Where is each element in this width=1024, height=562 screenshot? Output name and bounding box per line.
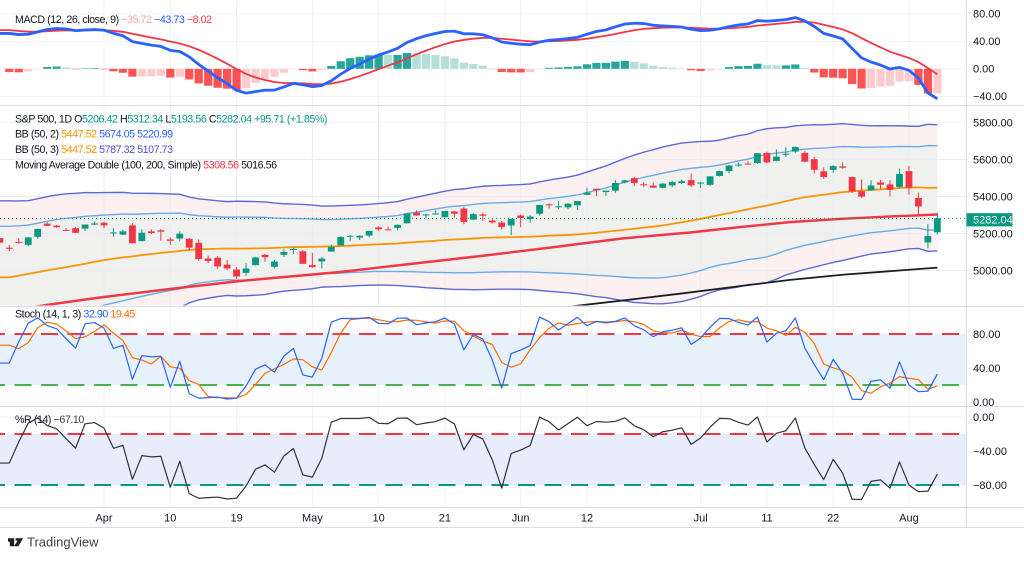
svg-text:BB (50, 3) 5447.52 5787.32 5: BB (50, 3) 5447.52 5787.32 5107.73 bbox=[15, 144, 173, 156]
svg-text:Stoch (14, 1, 3) 32.90 19.45: Stoch (14, 1, 3) 32.90 19.45 bbox=[15, 308, 135, 320]
svg-text:10: 10 bbox=[373, 513, 385, 525]
svg-text:21: 21 bbox=[439, 513, 451, 525]
svg-text:40.00: 40.00 bbox=[973, 363, 1001, 375]
svg-text:5000.00: 5000.00 bbox=[973, 265, 1013, 277]
svg-text:Jul: Jul bbox=[694, 513, 708, 525]
svg-text:80.00: 80.00 bbox=[973, 329, 1001, 341]
svg-text:5282.04: 5282.04 bbox=[973, 215, 1013, 227]
svg-text:Apr: Apr bbox=[95, 513, 112, 525]
svg-text:0.00: 0.00 bbox=[973, 412, 994, 424]
svg-text:0.00: 0.00 bbox=[973, 64, 994, 76]
svg-text:5600.00: 5600.00 bbox=[973, 154, 1013, 166]
svg-text:22: 22 bbox=[827, 513, 839, 525]
svg-text:Jun: Jun bbox=[512, 513, 530, 525]
svg-text:−40.00: −40.00 bbox=[973, 446, 1007, 458]
svg-text:11: 11 bbox=[761, 513, 772, 525]
svg-text:−40.00: −40.00 bbox=[973, 91, 1007, 103]
svg-text:Aug: Aug bbox=[899, 513, 919, 525]
svg-text:40.00: 40.00 bbox=[973, 36, 1001, 48]
svg-text:May: May bbox=[302, 513, 323, 525]
svg-text:Moving Average Double (100, 20: Moving Average Double (100, 200, Simple)… bbox=[15, 159, 277, 171]
svg-text:TradingView: TradingView bbox=[27, 535, 99, 550]
svg-text:12: 12 bbox=[581, 513, 593, 525]
svg-text:10: 10 bbox=[164, 513, 176, 525]
svg-text:0.00: 0.00 bbox=[973, 397, 994, 409]
svg-text:−80.00: −80.00 bbox=[973, 480, 1007, 492]
svg-text:80.00: 80.00 bbox=[973, 9, 1001, 21]
svg-text:S&P 500, 1D O5206.42 H5312.34: S&P 500, 1D O5206.42 H5312.34 L5193.56 C… bbox=[15, 113, 327, 125]
svg-text:BB (50, 2) 5447.52 5674.05 5: BB (50, 2) 5447.52 5674.05 5220.99 bbox=[15, 129, 173, 141]
svg-text:5800.00: 5800.00 bbox=[973, 117, 1013, 129]
svg-text:%R (14) −67.10: %R (14) −67.10 bbox=[15, 414, 84, 426]
svg-text:5200.00: 5200.00 bbox=[973, 228, 1013, 240]
svg-text:5400.00: 5400.00 bbox=[973, 191, 1013, 203]
svg-text:19: 19 bbox=[230, 513, 242, 525]
svg-text:MACD (12, 26, close, 9) −35.72: MACD (12, 26, close, 9) −35.72 −43.73 −8… bbox=[15, 14, 212, 26]
